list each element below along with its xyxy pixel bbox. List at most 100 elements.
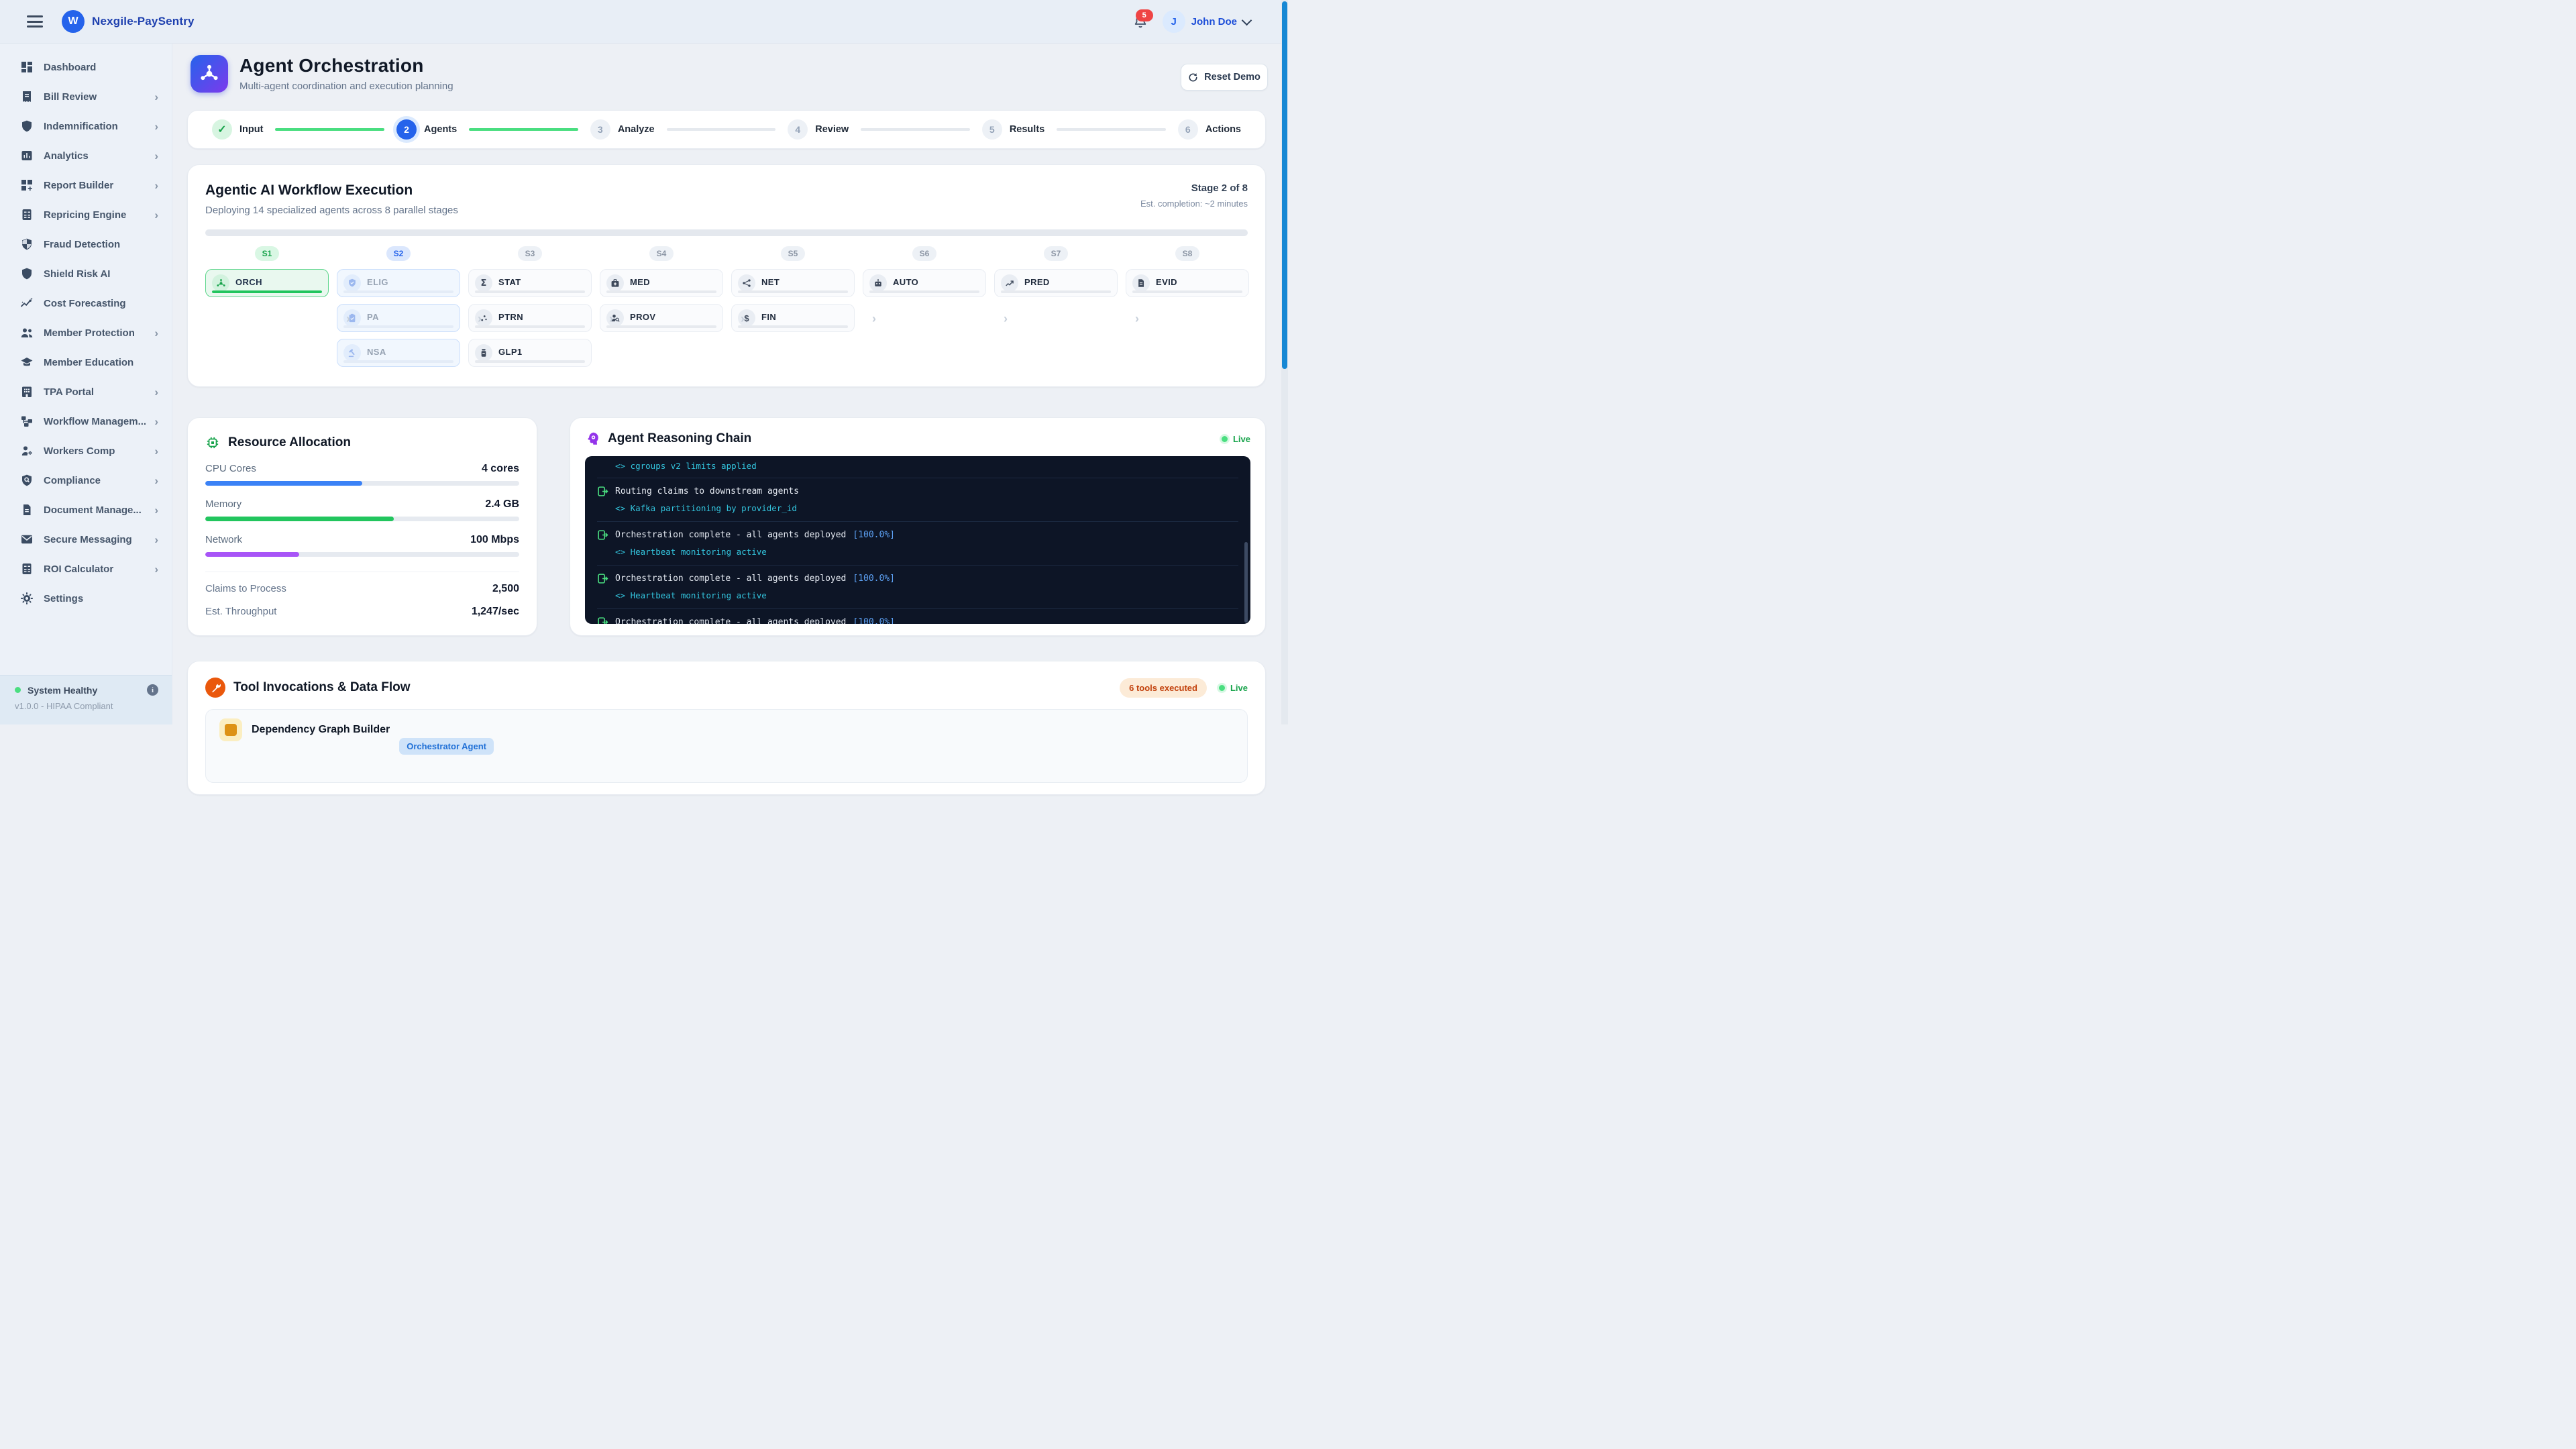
sidebar-item-shield-risk-ai[interactable]: Shield Risk AI bbox=[0, 259, 172, 288]
scrollbar-thumb[interactable] bbox=[1282, 1, 1287, 369]
chevron-right-icon: › bbox=[154, 208, 158, 221]
route-arrow-icon bbox=[597, 529, 608, 541]
page-scrollbar[interactable] bbox=[1281, 0, 1288, 724]
stage-pipeline: S1 ORCH S2 ELIG PA bbox=[205, 246, 1249, 367]
hub-icon bbox=[212, 274, 229, 292]
info-icon[interactable]: i bbox=[147, 684, 158, 696]
sidebar-item-compliance[interactable]: Compliance › bbox=[0, 466, 172, 495]
step-actions: 6 Actions bbox=[1177, 119, 1241, 140]
step-connector bbox=[1057, 128, 1166, 131]
bar-chart-icon bbox=[20, 149, 34, 162]
workflow-title: Agentic AI Workflow Execution bbox=[205, 182, 413, 198]
sidebar-item-bill-review[interactable]: Bill Review › bbox=[0, 82, 172, 111]
stage-arrow-icon: › bbox=[346, 312, 350, 325]
route-arrow-icon bbox=[597, 616, 608, 624]
chevron-right-icon: › bbox=[154, 90, 158, 103]
notification-count-badge: 5 bbox=[1135, 9, 1153, 21]
stage-column-s5: S5 NET FIN bbox=[731, 246, 855, 367]
sidebar-item-roi-calculator[interactable]: ROI Calculator › bbox=[0, 554, 172, 584]
stage-column-s7: S7 PRED bbox=[994, 246, 1118, 367]
provider-search-icon bbox=[606, 309, 624, 327]
reset-demo-button[interactable]: Reset Demo bbox=[1181, 64, 1268, 91]
sidebar-item-member-education[interactable]: Member Education bbox=[0, 347, 172, 377]
terminal-scrollbar[interactable] bbox=[1244, 542, 1248, 623]
sidebar-item-analytics[interactable]: Analytics › bbox=[0, 141, 172, 170]
sidebar-item-repricing-engine[interactable]: Repricing Engine › bbox=[0, 200, 172, 229]
sidebar: Dashboard Bill Review › Indemnification › … bbox=[0, 43, 172, 724]
sidebar-item-dashboard[interactable]: Dashboard bbox=[0, 52, 172, 82]
app-version: v1.0.0 - HIPAA Compliant bbox=[15, 701, 113, 711]
resource-allocation-card: Resource Allocation CPU Cores 4 cores Mem… bbox=[187, 417, 537, 636]
agent-pill: Orchestrator Agent bbox=[399, 737, 494, 755]
robot-icon bbox=[869, 274, 887, 292]
people-icon bbox=[20, 326, 34, 339]
agent-chip-stat: STAT bbox=[468, 269, 592, 297]
sidebar-item-member-protection[interactable]: Member Protection › bbox=[0, 318, 172, 347]
progress-percent: [100.0%] bbox=[853, 617, 895, 624]
sidebar-item-settings[interactable]: Settings bbox=[0, 584, 172, 613]
sidebar-item-tpa-portal[interactable]: TPA Portal › bbox=[0, 377, 172, 407]
workflow-progress-bar bbox=[205, 229, 1248, 236]
sidebar-item-workers-comp[interactable]: Workers Comp › bbox=[0, 436, 172, 466]
building-icon bbox=[20, 385, 34, 398]
trend-sparkle-icon bbox=[20, 297, 34, 310]
chevron-right-icon: › bbox=[154, 119, 158, 133]
stage-badge: S4 bbox=[649, 246, 674, 261]
step-analyze: 3 Analyze bbox=[590, 119, 655, 140]
step-connector bbox=[275, 128, 385, 131]
agent-chip-elig: ELIG bbox=[337, 269, 460, 297]
pill-bottle-icon bbox=[475, 344, 492, 362]
step-results: 5 Results bbox=[981, 119, 1044, 140]
agent-chip-ptrn: PTRN bbox=[468, 304, 592, 332]
medical-bag-icon bbox=[606, 274, 624, 292]
agent-chip-pred: PRED bbox=[994, 269, 1118, 297]
sidebar-item-report-builder[interactable]: Report Builder › bbox=[0, 170, 172, 200]
agent-chip-nsa: NSA bbox=[337, 339, 460, 367]
shield-half-icon bbox=[20, 237, 34, 251]
log-entry: Orchestration complete - all agents depl… bbox=[597, 522, 1238, 566]
stage-column-s2: S2 ELIG PA NSA bbox=[337, 246, 460, 367]
tool-row[interactable]: Dependency Graph Builder Orchestrator Ag… bbox=[205, 709, 1248, 783]
gavel-icon bbox=[343, 344, 361, 362]
envelope-icon bbox=[20, 533, 34, 546]
sidebar-footer: System Healthy i v1.0.0 - HIPAA Complian… bbox=[0, 675, 172, 724]
tool-invocations-card: Tool Invocations & Data Flow 6 tools exe… bbox=[187, 661, 1266, 795]
sidebar-item-cost-forecasting[interactable]: Cost Forecasting bbox=[0, 288, 172, 318]
tools-executed-badge: 6 tools executed bbox=[1120, 678, 1207, 698]
menu-icon[interactable] bbox=[27, 15, 43, 28]
sidebar-item-document-management[interactable]: Document Manage... › bbox=[0, 495, 172, 525]
progress-percent: [100.0%] bbox=[853, 574, 895, 584]
top-bar: W Nexgile-PaySentry 5 J John Doe bbox=[0, 0, 1288, 44]
chevron-right-icon: › bbox=[154, 562, 158, 576]
resource-title: Resource Allocation bbox=[228, 435, 352, 449]
reasoning-terminal[interactable]: <> cgroups v2 limits applied Routing cla… bbox=[585, 456, 1250, 624]
clipboard-check-icon bbox=[343, 309, 361, 327]
reasoning-chain-card: Agent Reasoning Chain Live <> cgroups v2… bbox=[570, 417, 1266, 636]
chevron-right-icon: › bbox=[154, 415, 158, 428]
gear-icon bbox=[20, 592, 34, 605]
shield-check-icon bbox=[343, 274, 361, 292]
logo-badge: W bbox=[62, 10, 85, 33]
notifications-bell-icon[interactable]: 5 bbox=[1133, 9, 1153, 29]
meter-network: Network 100 Mbps bbox=[205, 534, 519, 557]
log-entry: Routing claims to downstream agents <> K… bbox=[597, 478, 1238, 522]
brain-head-icon bbox=[585, 431, 600, 446]
user-menu[interactable]: J John Doe bbox=[1162, 10, 1252, 33]
calculator-icon bbox=[20, 562, 34, 576]
sidebar-item-fraud-detection[interactable]: Fraud Detection bbox=[0, 229, 172, 259]
stat-throughput: Est. Throughput 1,247/sec bbox=[205, 606, 519, 617]
sidebar-item-secure-messaging[interactable]: Secure Messaging › bbox=[0, 525, 172, 554]
shield-icon bbox=[20, 267, 34, 280]
stage-column-s8: S8 EVID bbox=[1126, 246, 1249, 367]
evidence-doc-icon bbox=[1132, 274, 1150, 292]
chevron-right-icon: › bbox=[154, 326, 158, 339]
step-connector bbox=[469, 128, 578, 131]
sidebar-item-workflow-management[interactable]: Workflow Managem... › bbox=[0, 407, 172, 436]
agent-chip-fin: FIN bbox=[731, 304, 855, 332]
sigma-icon bbox=[475, 274, 492, 292]
brand[interactable]: W Nexgile-PaySentry bbox=[62, 10, 195, 33]
chevron-right-icon: › bbox=[154, 533, 158, 546]
progress-percent: [100.0%] bbox=[853, 530, 895, 540]
system-status: System Healthy bbox=[28, 684, 98, 696]
sidebar-item-indemnification[interactable]: Indemnification › bbox=[0, 111, 172, 141]
